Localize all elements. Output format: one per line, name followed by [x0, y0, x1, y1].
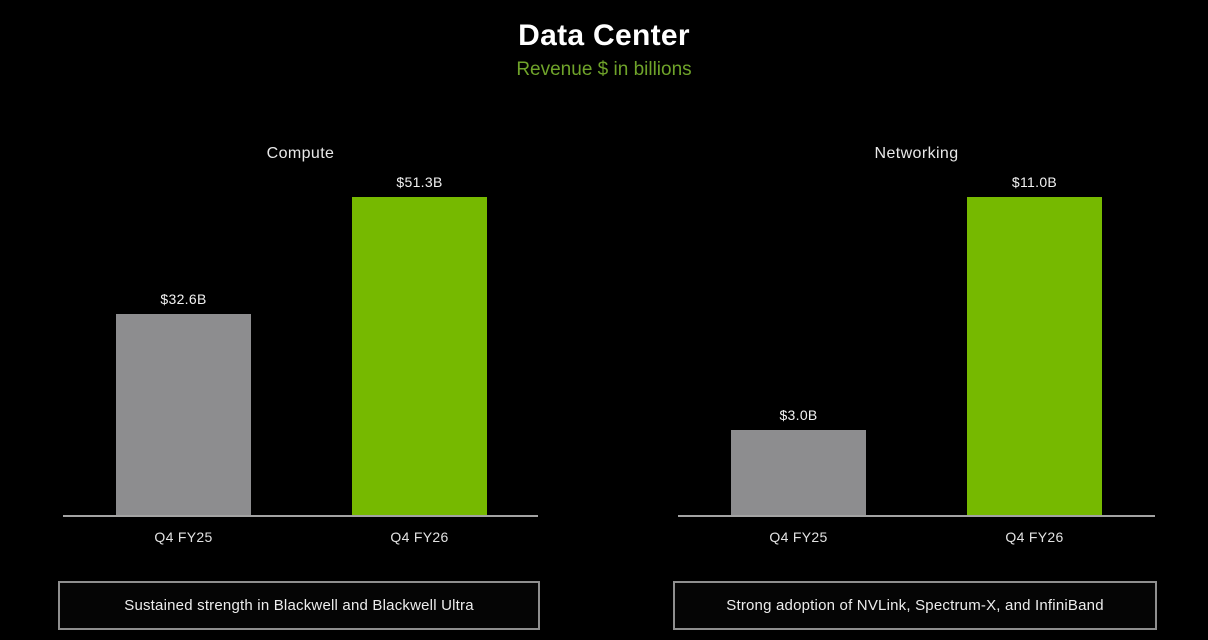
x-axis-line [678, 515, 1155, 517]
bar-value-label: $11.0B [1011, 174, 1058, 190]
bar-networking-q4-fy26 [967, 197, 1102, 517]
axis-tick-label: Q4 FY25 [769, 529, 828, 545]
networking-note-text: Strong adoption of NVLink, Spectrum-X, a… [726, 597, 1104, 614]
tick-row: Q4 FY25 Q4 FY26 [63, 529, 538, 549]
bar-compute-q4-fy25 [116, 314, 251, 517]
plot-area: $32.6B $51.3B [63, 0, 538, 517]
page-title: Data Center [518, 19, 690, 52]
page-subtitle: Revenue $ in billions [516, 59, 692, 80]
x-axis-line [63, 515, 538, 517]
compute-note-text: Sustained strength in Blackwell and Blac… [124, 597, 474, 614]
axis-tick-label: Q4 FY25 [154, 529, 213, 545]
tick-row: Q4 FY25 Q4 FY26 [678, 529, 1155, 549]
networking-note-box: Strong adoption of NVLink, Spectrum-X, a… [673, 581, 1157, 630]
bar-value-label: $51.3B [396, 174, 443, 190]
bar-networking-q4-fy25 [731, 430, 866, 517]
bar-compute-q4-fy26 [352, 197, 487, 517]
chart-title: Networking [874, 145, 959, 162]
bar-value-label: $3.0B [779, 407, 818, 423]
axis-tick-label: Q4 FY26 [390, 529, 449, 545]
networking-chart: Networking $3.0B $11.0B Q4 FY25 Q4 FY26 [678, 0, 1155, 640]
chart-title: Compute [266, 145, 335, 162]
plot-area: $3.0B $11.0B [678, 0, 1155, 517]
compute-chart: Compute $32.6B $51.3B Q4 FY25 Q4 FY26 [63, 0, 538, 640]
bar-value-label: $32.6B [160, 291, 207, 307]
axis-tick-label: Q4 FY26 [1005, 529, 1064, 545]
compute-note-box: Sustained strength in Blackwell and Blac… [58, 581, 540, 630]
